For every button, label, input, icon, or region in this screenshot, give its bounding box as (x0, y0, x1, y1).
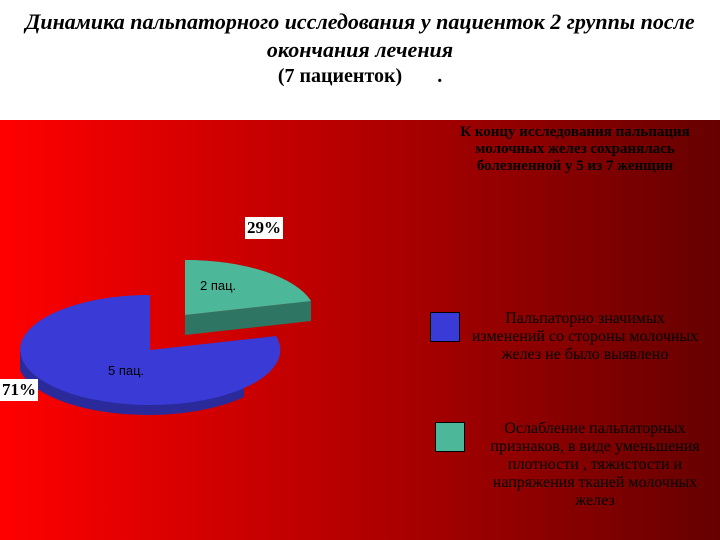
green-slice-group (185, 260, 311, 335)
legend-text-1: Пальпаторно значимых изменений со сторон… (470, 310, 700, 364)
percent-29: 29% (245, 217, 283, 239)
content-panel: К концу исследования пальпация молочных … (0, 120, 720, 540)
legend-item-1: Пальпаторно значимых изменений со сторон… (430, 310, 700, 364)
legend-item-2: Ослабление пальпаторных признаков, в вид… (435, 420, 715, 510)
label-5pac: 5 пац. (108, 363, 144, 378)
subtitle-row: (7 пациенток) . (0, 65, 720, 88)
subtitle-dot: . (437, 65, 442, 88)
percent-71: 71% (0, 379, 38, 401)
label-2pac: 2 пац. (200, 278, 236, 293)
title-text: Динамика пальпаторного исследования у па… (25, 9, 694, 62)
subtitle-text: (7 пациенток) (278, 65, 402, 88)
legend-swatch-2 (435, 422, 465, 452)
slide-title: Динамика пальпаторного исследования у па… (0, 0, 720, 63)
pie-chart: 5 пац. 2 пац. 29% 71% (0, 215, 450, 455)
summary-text: К концу исследования пальпация молочных … (450, 124, 700, 175)
pie-svg: 5 пац. 2 пац. (0, 215, 450, 455)
legend-text-2: Ослабление пальпаторных признаков, в вид… (475, 420, 715, 510)
legend-swatch-1 (430, 312, 460, 342)
